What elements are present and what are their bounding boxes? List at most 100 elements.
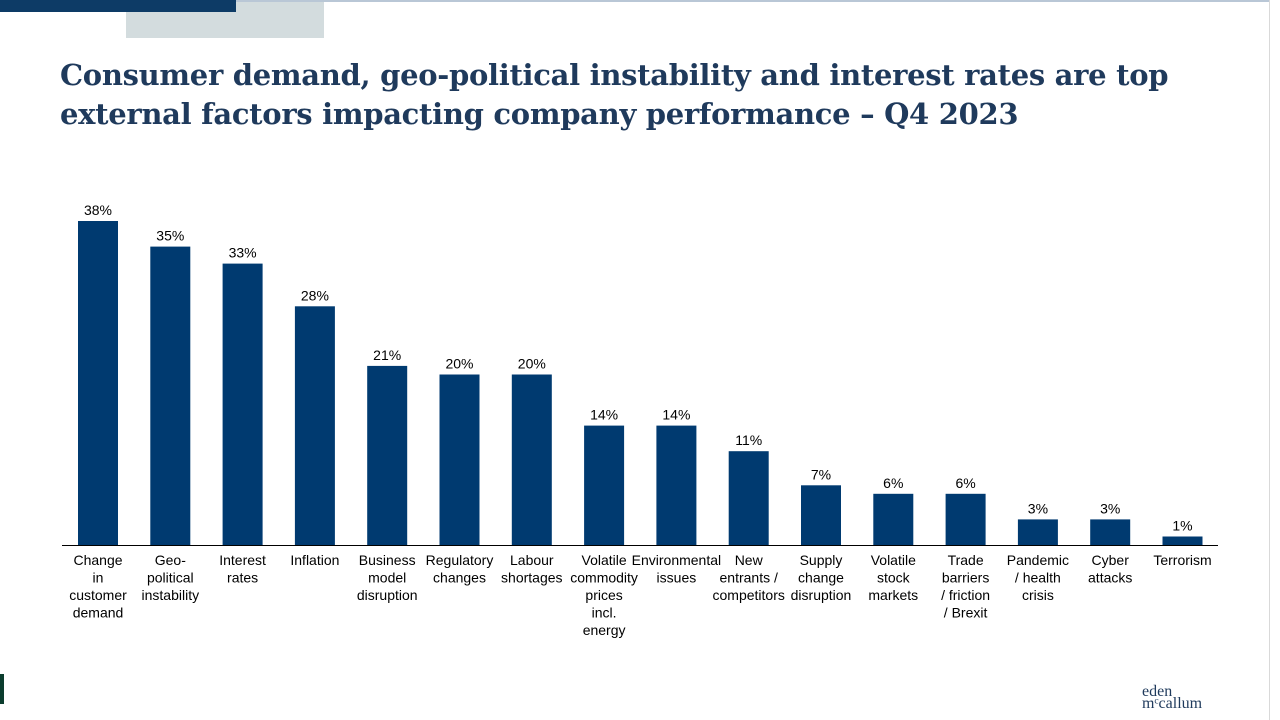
bar-4 — [294, 306, 335, 545]
data-label-7: 20% — [518, 356, 546, 372]
category-label-line: Change — [73, 552, 122, 568]
category-label-6: Regulatory changes — [426, 552, 494, 586]
bar-5 — [367, 365, 408, 545]
data-label-8: 14% — [590, 407, 618, 423]
category-label-9: Environmental issues — [632, 552, 722, 586]
data-label-9: 14% — [662, 407, 690, 423]
category-label-1: Change in customer demand — [69, 552, 127, 621]
category-label-11: Supply change disruption — [791, 552, 852, 603]
data-label-3: 33% — [229, 245, 257, 261]
category-label-5: Business model disruption — [357, 552, 418, 603]
bars-group — [78, 221, 1203, 545]
data-label-1: 38% — [84, 202, 112, 218]
bar-11 — [801, 485, 841, 545]
bar-8 — [584, 425, 625, 545]
data-label-13: 6% — [955, 475, 975, 491]
category-label-10: New entrants / competitors — [713, 552, 785, 603]
category-label-line: Supply — [800, 552, 843, 568]
data-label-6: 20% — [445, 356, 473, 372]
category-label-line: Cyber — [1092, 552, 1130, 568]
accent-bar — [0, 0, 236, 12]
category-label-line: Pandemic — [1007, 552, 1069, 568]
category-label-line: Interest — [219, 552, 266, 568]
category-label-3: Interest rates — [219, 552, 266, 586]
category-label-line: issues — [657, 570, 697, 586]
category-label-line: change — [798, 570, 844, 586]
category-label-4: Inflation — [290, 552, 339, 568]
category-label-16: Terrorism — [1153, 552, 1211, 568]
data-label-5: 21% — [373, 347, 401, 363]
category-label-line: changes — [433, 570, 486, 586]
category-label-line: Labour — [510, 552, 554, 568]
bar-10 — [728, 451, 769, 545]
category-label-line: shortages — [501, 570, 562, 586]
data-label-11: 7% — [811, 466, 831, 482]
bar-1 — [78, 221, 118, 545]
category-label-12: Volatile stock markets — [868, 552, 918, 603]
category-label-line: disruption — [357, 587, 418, 603]
bar-3 — [222, 263, 263, 545]
category-label-line: Business — [359, 552, 416, 568]
data-label-14: 3% — [1028, 500, 1048, 516]
bar-7 — [511, 374, 552, 545]
logo-text-line-2: mᶜcallum — [1142, 695, 1203, 712]
category-label-13: Trade barriers / friction / Brexit — [941, 552, 990, 621]
category-label-line: energy — [583, 622, 626, 638]
bar-6 — [439, 374, 480, 545]
category-label-line: rates — [227, 570, 258, 586]
top-border — [0, 0, 1280, 2]
data-label-10: 11% — [735, 432, 762, 448]
category-label-line: attacks — [1088, 570, 1132, 586]
right-border — [1269, 0, 1280, 720]
category-label-line: Trade — [948, 552, 984, 568]
data-label-12: 6% — [883, 475, 903, 491]
category-label-line: disruption — [791, 587, 852, 603]
category-label-line: barriers — [942, 570, 989, 586]
left-edge-mark — [0, 674, 4, 704]
category-label-line: in — [93, 570, 104, 586]
bar-14 — [1017, 519, 1058, 545]
category-label-line: instability — [142, 587, 200, 603]
category-labels-group: Change in customer demand Geo-political insta… — [69, 552, 1211, 638]
category-label-line: crisis — [1022, 587, 1054, 603]
category-label-line: customer — [69, 587, 127, 603]
category-label-8: Volatile commodity prices incl. energy — [570, 552, 638, 638]
category-label-line: Regulatory — [426, 552, 494, 568]
category-label-14: Pandemic / health crisis — [1007, 552, 1069, 603]
category-label-line: Inflation — [290, 552, 339, 568]
category-label-line: / health — [1015, 570, 1061, 586]
category-label-line: stock — [877, 570, 911, 586]
bar-13 — [945, 493, 986, 545]
category-label-line: entrants / — [720, 570, 778, 586]
category-label-line: Geo- — [155, 552, 186, 568]
category-label-line: / Brexit — [944, 605, 988, 621]
category-label-line: markets — [868, 587, 918, 603]
data-labels-group: 38% 35% 33% 28% 21% 20% 20% 14% 14% 11% 7% 6% 6% 3% 3%… — [84, 202, 1193, 534]
data-label-4: 28% — [301, 287, 329, 303]
bar-16 — [1162, 536, 1203, 545]
category-label-line: prices — [585, 587, 622, 603]
category-label-line: Volatile — [871, 552, 916, 568]
category-label-15: Cyber attacks — [1088, 552, 1132, 586]
category-label-7: Labour shortages — [501, 552, 562, 586]
category-label-line: political — [147, 570, 194, 586]
logo-text-line-1: eden — [1142, 683, 1173, 700]
category-label-line: commodity — [570, 570, 638, 586]
bar-12 — [873, 493, 914, 545]
eden-mccallum-logo: eden mᶜcallum — [1132, 684, 1232, 714]
data-label-16: 1% — [1172, 518, 1192, 534]
category-label-line: New — [735, 552, 764, 568]
category-label-line: model — [368, 570, 406, 586]
data-label-2: 35% — [156, 228, 184, 244]
slide-title: Consumer demand, geo-political instabili… — [60, 58, 1169, 131]
category-label-line: Terrorism — [1153, 552, 1211, 568]
category-label-line: incl. — [592, 605, 617, 621]
category-label-line: demand — [73, 605, 124, 621]
bar-15 — [1090, 519, 1131, 545]
data-label-15: 3% — [1100, 500, 1120, 516]
category-label-2: Geo-political instability — [142, 552, 200, 603]
bar-9 — [656, 425, 697, 545]
bar-2 — [150, 246, 191, 545]
category-label-line: Volatile — [582, 552, 627, 568]
